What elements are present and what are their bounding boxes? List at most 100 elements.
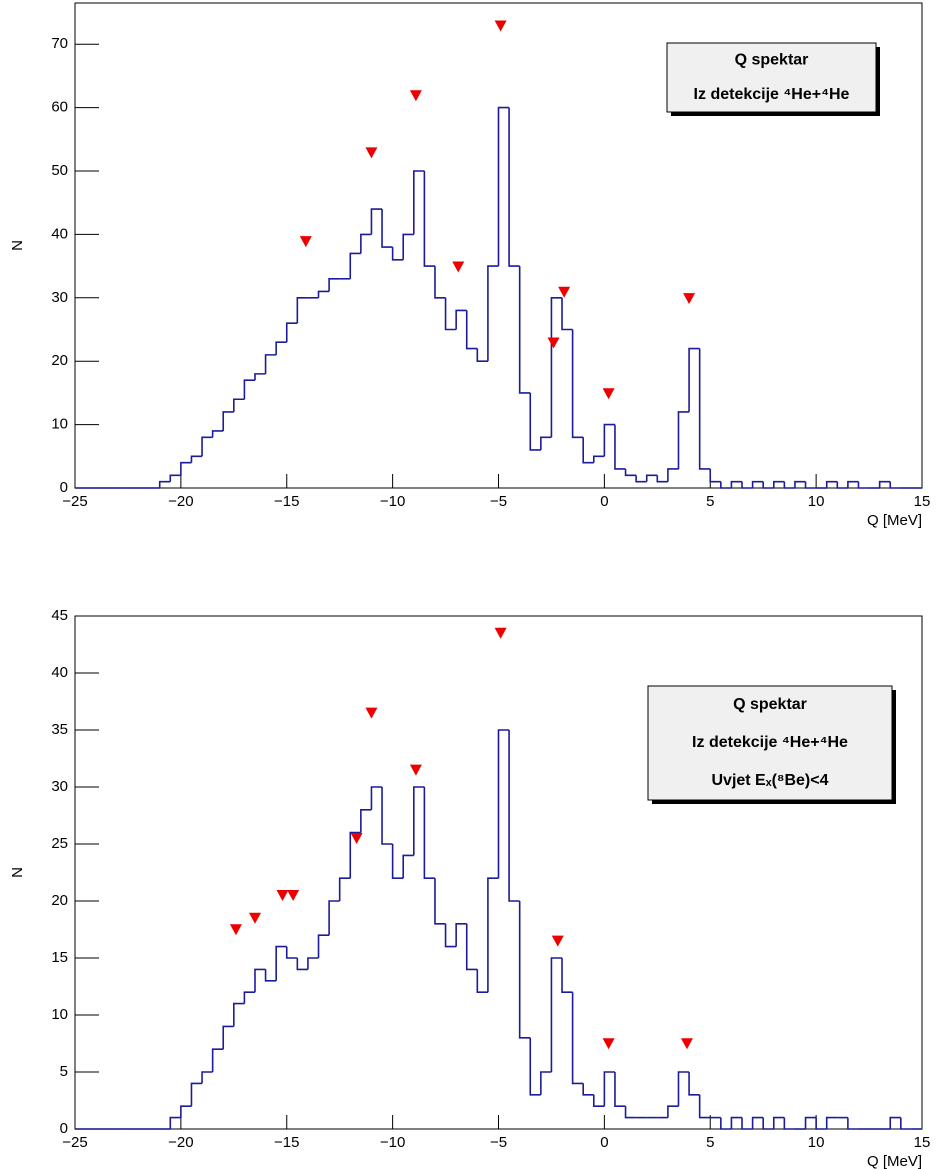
histogram-bin <box>296 958 308 971</box>
histogram-bin <box>762 481 774 489</box>
histogram-bin <box>688 347 700 412</box>
y-tick-label: 45 <box>51 607 68 624</box>
x-axis-label: Q [MeV] <box>867 512 922 529</box>
histogram-bin <box>233 1002 245 1027</box>
peak-marker <box>350 833 363 844</box>
y-tick-label: 35 <box>51 721 68 738</box>
histogram-bin <box>603 423 615 457</box>
legend-text: Uvjet Eₓ(⁸Be)<4 <box>711 772 828 789</box>
histogram-bin <box>561 958 573 993</box>
histogram-bin <box>561 297 573 331</box>
histogram-bin <box>285 946 298 959</box>
histogram-bin <box>540 1071 552 1095</box>
histogram-bin <box>243 991 255 1004</box>
histogram-bin <box>391 247 404 261</box>
histogram-bin <box>381 787 393 845</box>
y-tick-label: 60 <box>51 99 68 116</box>
histogram-bin <box>847 1117 859 1130</box>
peak-marker <box>680 1038 693 1050</box>
histogram-bin <box>783 1117 795 1130</box>
histogram-bin <box>741 1117 753 1130</box>
peak-marker <box>248 912 261 924</box>
histogram-bin <box>635 475 647 483</box>
legend-text: Iz detekcije ⁴He+⁴He <box>694 86 850 103</box>
y-tick-label: 20 <box>51 892 68 909</box>
y-tick-label: 5 <box>60 1063 68 1080</box>
histogram-bin <box>476 348 488 363</box>
x-tick-label: −5 <box>490 493 507 510</box>
histogram-bin <box>222 411 234 431</box>
y-tick-label: 40 <box>51 664 68 681</box>
peak-marker <box>365 147 378 159</box>
histogram-bin <box>720 481 732 489</box>
histogram-bin <box>783 481 795 489</box>
histogram-bin <box>772 1116 785 1129</box>
x-tick-label: −10 <box>380 1134 405 1151</box>
y-tick-label: 10 <box>51 416 68 433</box>
histogram-bin <box>296 297 308 324</box>
histogram-bin <box>455 309 467 330</box>
histogram-bin <box>307 957 319 970</box>
histogram-bin <box>476 969 488 993</box>
histogram-bin <box>741 481 753 489</box>
peak-marker <box>494 627 507 639</box>
peak-marker <box>683 293 696 305</box>
histogram-bin <box>180 461 192 476</box>
histogram-bin <box>413 170 425 235</box>
histogram-bin <box>497 106 510 267</box>
histogram-bin <box>222 1025 234 1050</box>
histogram-bin <box>508 107 520 267</box>
x-tick-label: −10 <box>380 493 405 510</box>
histogram-bin <box>624 468 637 477</box>
histogram-bin <box>243 379 255 400</box>
legend-text: Iz detekcije ⁴He+⁴He <box>692 734 848 751</box>
x-tick-label: 10 <box>808 1134 825 1151</box>
peak-marker <box>551 935 564 947</box>
histogram-bin <box>804 1116 817 1129</box>
histogram-bin <box>900 1117 912 1130</box>
peak-marker <box>229 924 242 936</box>
histogram-bin <box>169 1116 181 1129</box>
histogram-bin <box>264 969 277 982</box>
histogram-bin <box>381 209 393 248</box>
legend-box <box>647 685 893 801</box>
peak-marker <box>365 707 378 719</box>
histogram-bin <box>465 923 478 971</box>
histogram-bin <box>444 923 457 948</box>
histogram-bin <box>180 1105 192 1118</box>
legend-text: Q spektar <box>735 51 809 68</box>
histogram-bin <box>518 901 531 1039</box>
histogram-bin <box>529 1037 541 1096</box>
histogram-bin <box>582 1083 594 1096</box>
x-tick-label: 15 <box>914 1134 931 1151</box>
y-tick-label: 15 <box>51 949 68 966</box>
histogram-bin <box>233 398 245 412</box>
x-tick-label: −20 <box>168 1134 193 1151</box>
peak-marker <box>452 261 465 273</box>
histogram-bin <box>582 437 594 464</box>
histogram-bin <box>603 1071 615 1107</box>
histogram-bin <box>201 436 213 457</box>
y-axis-label: N <box>9 867 26 878</box>
x-tick-label: −15 <box>274 493 299 510</box>
histogram-bin <box>158 480 171 488</box>
x-tick-label: −25 <box>62 493 87 510</box>
histogram-bin <box>423 787 435 879</box>
histogram-bin <box>624 1106 637 1119</box>
histogram-bin <box>667 468 679 482</box>
x-tick-label: 15 <box>914 493 931 510</box>
histogram-bin <box>571 992 584 1085</box>
histogram-bin <box>402 854 414 879</box>
histogram-bin <box>645 474 658 482</box>
peak-marker <box>299 236 312 248</box>
histogram-bin <box>698 1094 711 1119</box>
histogram-bin <box>190 1082 203 1107</box>
histogram-bin <box>285 322 298 343</box>
histogram-bin <box>730 480 743 488</box>
histogram-bin <box>413 786 425 856</box>
y-tick-label: 10 <box>51 1006 68 1023</box>
histogram-bin <box>370 208 383 235</box>
histogram-bin <box>698 348 711 470</box>
histogram-bin <box>825 480 838 488</box>
